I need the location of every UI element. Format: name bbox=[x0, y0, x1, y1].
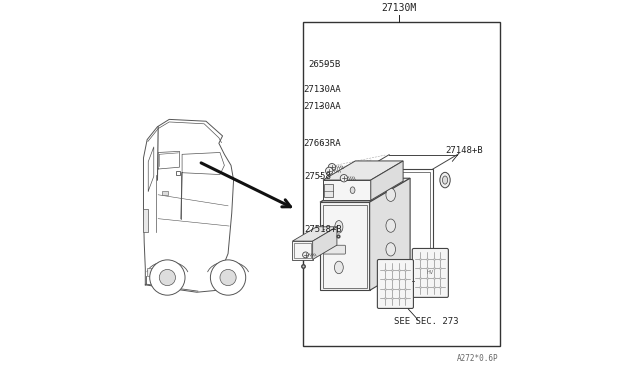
Ellipse shape bbox=[335, 221, 343, 233]
Ellipse shape bbox=[350, 187, 355, 193]
FancyBboxPatch shape bbox=[412, 248, 449, 297]
Bar bbox=[143, 209, 148, 231]
Text: HV: HV bbox=[427, 270, 434, 275]
Bar bbox=[323, 180, 371, 200]
Bar bbox=[294, 243, 311, 258]
Ellipse shape bbox=[386, 219, 396, 232]
Ellipse shape bbox=[386, 243, 396, 256]
Ellipse shape bbox=[335, 261, 343, 274]
Text: SEE SEC. 273: SEE SEC. 273 bbox=[394, 317, 458, 326]
Bar bbox=[365, 169, 433, 272]
Polygon shape bbox=[320, 178, 410, 202]
Bar bbox=[323, 205, 367, 288]
Text: 27130AA: 27130AA bbox=[303, 86, 341, 94]
Bar bbox=[368, 172, 430, 269]
Ellipse shape bbox=[386, 188, 396, 201]
Circle shape bbox=[211, 260, 246, 295]
Polygon shape bbox=[323, 161, 403, 180]
Bar bbox=[324, 185, 333, 198]
Text: 27518+B: 27518+B bbox=[305, 225, 342, 234]
Circle shape bbox=[328, 164, 335, 171]
Polygon shape bbox=[313, 227, 337, 260]
Bar bbox=[292, 241, 313, 260]
Text: A272*0.6P: A272*0.6P bbox=[457, 354, 499, 363]
Text: 27663RA: 27663RA bbox=[303, 139, 341, 148]
Ellipse shape bbox=[442, 176, 447, 184]
Circle shape bbox=[220, 269, 236, 286]
Text: 27130M: 27130M bbox=[381, 3, 417, 13]
FancyBboxPatch shape bbox=[324, 245, 346, 254]
Bar bbox=[303, 22, 500, 346]
Text: 27148+B: 27148+B bbox=[445, 146, 483, 155]
Text: 27558: 27558 bbox=[305, 172, 332, 181]
Text: 26595B: 26595B bbox=[308, 60, 340, 69]
Bar bbox=[320, 202, 370, 291]
Polygon shape bbox=[371, 161, 403, 200]
Circle shape bbox=[303, 252, 308, 258]
Text: 27130AA: 27130AA bbox=[303, 102, 341, 111]
Bar bbox=[147, 268, 162, 276]
Circle shape bbox=[326, 167, 333, 174]
Circle shape bbox=[159, 269, 175, 286]
Ellipse shape bbox=[440, 172, 450, 188]
Circle shape bbox=[150, 260, 185, 295]
Polygon shape bbox=[370, 178, 410, 291]
Polygon shape bbox=[292, 227, 337, 241]
FancyBboxPatch shape bbox=[378, 260, 413, 308]
Bar bbox=[162, 191, 168, 195]
Circle shape bbox=[340, 174, 348, 182]
